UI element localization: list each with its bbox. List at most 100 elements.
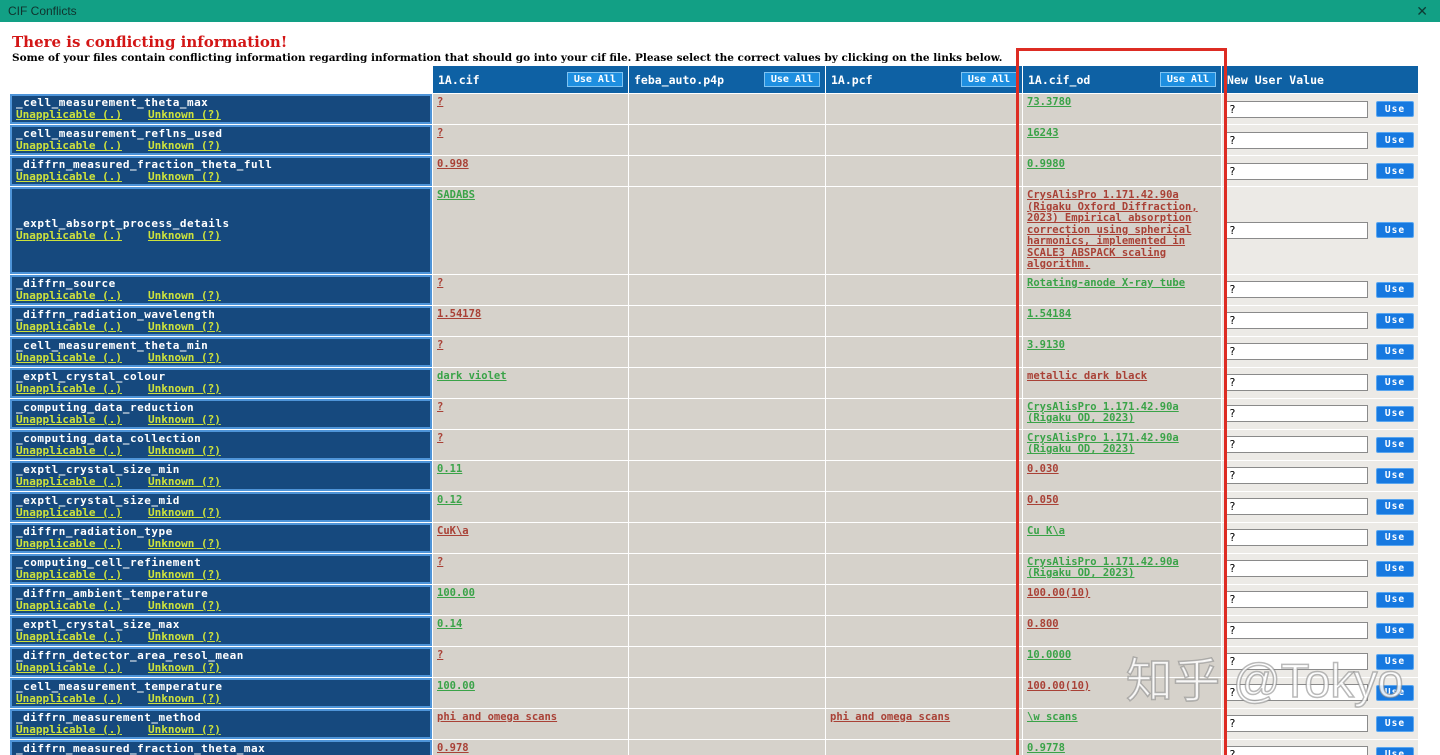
unapplicable-link[interactable]: Unapplicable (.) xyxy=(16,536,122,550)
use-button[interactable]: Use xyxy=(1376,622,1414,639)
use-button[interactable]: Use xyxy=(1376,132,1414,148)
use-button[interactable]: Use xyxy=(1376,312,1414,329)
unapplicable-link[interactable]: Unapplicable (.) xyxy=(16,139,122,152)
use-button[interactable]: Use xyxy=(1376,436,1414,453)
unapplicable-link[interactable]: Unapplicable (.) xyxy=(16,412,122,426)
value-link[interactable]: Cu K\a xyxy=(1027,524,1065,537)
unknown-link[interactable]: Unknown (?) xyxy=(147,443,221,457)
value-link[interactable]: 0.050 xyxy=(1027,493,1059,506)
use-button[interactable]: Use xyxy=(1376,374,1414,391)
use-button[interactable]: Use xyxy=(1376,560,1414,577)
value-link[interactable]: CrysAlisPro 1.171.42.90a (Rigaku Oxford … xyxy=(1027,189,1198,270)
value-link[interactable]: ? xyxy=(437,127,444,139)
unknown-link[interactable]: Unknown (?) xyxy=(147,474,221,488)
value-link[interactable]: 0.030 xyxy=(1027,462,1059,475)
value-link[interactable]: 10.0000 xyxy=(1027,648,1072,661)
value-link[interactable]: ? xyxy=(437,338,444,351)
new-value-input[interactable] xyxy=(1226,100,1368,118)
unapplicable-link[interactable]: Unapplicable (.) xyxy=(16,108,122,121)
use-button[interactable]: Use xyxy=(1376,529,1414,546)
use-button[interactable]: Use xyxy=(1376,715,1414,732)
use-button[interactable]: Use xyxy=(1376,498,1414,515)
new-value-input[interactable] xyxy=(1226,281,1368,298)
new-value-input[interactable] xyxy=(1226,560,1368,577)
unknown-link[interactable]: Unknown (?) xyxy=(147,722,221,736)
value-link[interactable]: 0.9778 xyxy=(1027,741,1065,754)
unknown-link[interactable]: Unknown (?) xyxy=(147,170,221,183)
value-link[interactable]: CrysAlisPro 1.171.42.90a (Rigaku OD, 202… xyxy=(1027,555,1179,579)
use-button[interactable]: Use xyxy=(1376,746,1414,755)
value-link[interactable]: ? xyxy=(437,555,444,568)
value-link[interactable]: ? xyxy=(437,96,444,108)
use-button[interactable]: Use xyxy=(1376,405,1414,422)
new-value-input[interactable] xyxy=(1226,591,1368,608)
new-value-input[interactable] xyxy=(1226,467,1368,484)
use-all-button-cif-od[interactable]: Use All xyxy=(1159,72,1216,87)
unapplicable-link[interactable]: Unapplicable (.) xyxy=(16,567,122,581)
new-value-input[interactable] xyxy=(1226,622,1368,639)
value-link[interactable]: ? xyxy=(437,276,444,289)
close-icon[interactable]: ✕ xyxy=(1416,2,1428,19)
unknown-link[interactable]: Unknown (?) xyxy=(147,229,221,243)
new-value-input[interactable] xyxy=(1226,343,1368,360)
value-link[interactable]: 100.00(10) xyxy=(1027,586,1091,599)
unknown-link[interactable]: Unknown (?) xyxy=(147,288,221,302)
use-all-button-pcf[interactable]: Use All xyxy=(960,72,1017,87)
unapplicable-link[interactable]: Unapplicable (.) xyxy=(16,474,122,488)
value-link[interactable]: 0.998 xyxy=(437,158,469,170)
use-all-button-cif[interactable]: Use All xyxy=(566,72,623,87)
new-value-input[interactable] xyxy=(1226,715,1368,732)
value-link[interactable]: phi and omega scans xyxy=(437,710,558,723)
new-value-input[interactable] xyxy=(1226,684,1368,701)
new-value-input[interactable] xyxy=(1226,498,1368,515)
value-link[interactable]: dark violet xyxy=(437,369,507,382)
use-button[interactable]: Use xyxy=(1376,281,1414,298)
value-link[interactable]: CuK\a xyxy=(437,524,469,537)
value-link[interactable]: CrysAlisPro 1.171.42.90a (Rigaku OD, 202… xyxy=(1027,431,1179,455)
unapplicable-link[interactable]: Unapplicable (.) xyxy=(16,319,122,333)
unknown-link[interactable]: Unknown (?) xyxy=(147,629,221,643)
value-link[interactable]: 0.11 xyxy=(437,462,463,475)
new-value-input[interactable] xyxy=(1226,131,1368,149)
use-all-button-p4p[interactable]: Use All xyxy=(763,72,820,87)
value-link[interactable]: 0.800 xyxy=(1027,617,1059,630)
new-value-input[interactable] xyxy=(1226,405,1368,422)
new-value-input[interactable] xyxy=(1226,746,1368,755)
value-link[interactable]: 0.9980 xyxy=(1027,158,1065,170)
value-link[interactable]: phi and omega scans xyxy=(830,710,951,723)
unknown-link[interactable]: Unknown (?) xyxy=(147,691,221,705)
value-link[interactable]: ? xyxy=(437,648,444,661)
new-value-input[interactable] xyxy=(1226,221,1368,239)
new-value-input[interactable] xyxy=(1226,436,1368,453)
value-link[interactable]: CrysAlisPro 1.171.42.90a (Rigaku OD, 202… xyxy=(1027,400,1179,424)
unknown-link[interactable]: Unknown (?) xyxy=(147,598,221,612)
unapplicable-link[interactable]: Unapplicable (.) xyxy=(16,722,122,736)
unknown-link[interactable]: Unknown (?) xyxy=(147,412,221,426)
unapplicable-link[interactable]: Unapplicable (.) xyxy=(16,288,122,302)
unknown-link[interactable]: Unknown (?) xyxy=(147,108,221,121)
value-link[interactable]: 100.00(10) xyxy=(1027,679,1091,692)
use-button[interactable]: Use xyxy=(1376,222,1414,239)
unapplicable-link[interactable]: Unapplicable (.) xyxy=(16,660,122,674)
unknown-link[interactable]: Unknown (?) xyxy=(147,350,221,364)
use-button[interactable]: Use xyxy=(1376,101,1414,117)
unapplicable-link[interactable]: Unapplicable (.) xyxy=(16,598,122,612)
value-link[interactable]: 0.14 xyxy=(437,617,463,630)
value-link[interactable]: 16243 xyxy=(1027,127,1059,139)
unknown-link[interactable]: Unknown (?) xyxy=(147,139,221,152)
unknown-link[interactable]: Unknown (?) xyxy=(147,660,221,674)
use-button[interactable]: Use xyxy=(1376,684,1414,701)
use-button[interactable]: Use xyxy=(1376,343,1414,360)
new-value-input[interactable] xyxy=(1226,162,1368,180)
unapplicable-link[interactable]: Unapplicable (.) xyxy=(16,229,122,243)
value-link[interactable]: 0.12 xyxy=(437,493,463,506)
value-link[interactable]: \w scans xyxy=(1027,710,1078,723)
unapplicable-link[interactable]: Unapplicable (.) xyxy=(16,381,122,395)
new-value-input[interactable] xyxy=(1226,374,1368,391)
unapplicable-link[interactable]: Unapplicable (.) xyxy=(16,350,122,364)
value-link[interactable]: metallic dark black xyxy=(1027,369,1148,382)
unapplicable-link[interactable]: Unapplicable (.) xyxy=(16,505,122,519)
new-value-input[interactable] xyxy=(1226,529,1368,546)
unapplicable-link[interactable]: Unapplicable (.) xyxy=(16,629,122,643)
value-link[interactable]: SADABS xyxy=(437,189,475,201)
